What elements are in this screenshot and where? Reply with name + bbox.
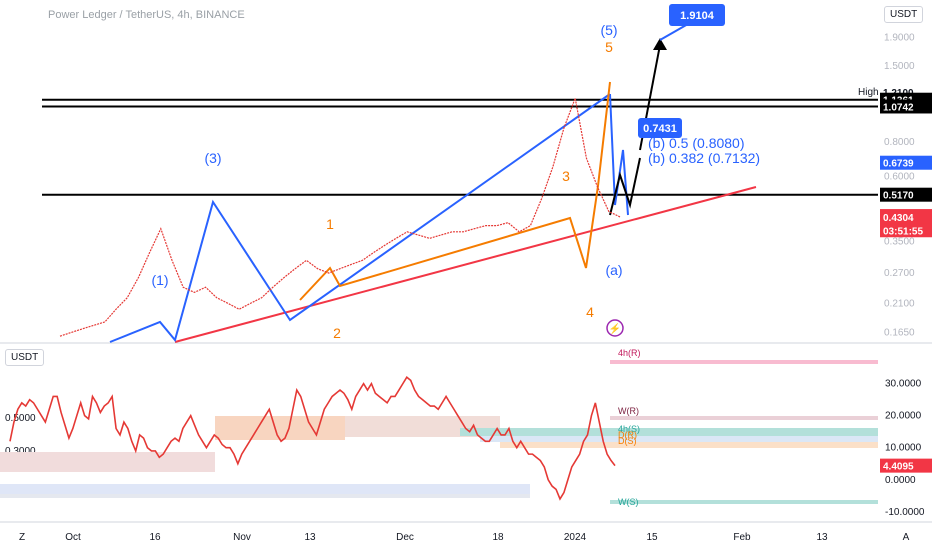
wave-label: (3) <box>204 150 221 166</box>
support-trendline <box>174 186 757 343</box>
auto-scale-icon: A <box>903 532 910 543</box>
target-callout-text: 1.9104 <box>680 10 715 22</box>
level-label: D(S) <box>618 436 637 446</box>
price-tick-label: 0.3500 <box>884 237 915 248</box>
price-series <box>59 96 621 337</box>
time-tick-label: Oct <box>65 532 81 543</box>
indicator-tick-label: 20.0000 <box>885 411 922 422</box>
lightning-icon <box>606 319 624 337</box>
zoom-icon: Z <box>19 532 25 543</box>
level-band <box>500 442 878 448</box>
price-label-text: 0.4304 <box>883 213 914 224</box>
time-tick-label: Feb <box>733 532 751 543</box>
wave-b-projection <box>609 93 629 216</box>
time-tick-label: 18 <box>492 532 504 543</box>
price-label-box <box>880 209 932 224</box>
level-label: D(R) <box>618 430 637 440</box>
level-label: 4h(R) <box>618 348 641 358</box>
price-label-text: 03:51:55 <box>883 226 923 237</box>
time-tick-label: 15 <box>646 532 658 543</box>
price-label-text: 0.5170 <box>883 191 914 202</box>
price-tick-label: 0.1650 <box>884 327 915 338</box>
target-callout-box <box>669 4 725 26</box>
target-callout-box <box>638 118 682 138</box>
price-tick-label: 0.6000 <box>884 172 915 183</box>
projection-path <box>609 157 641 216</box>
level-band <box>0 452 215 472</box>
lightning-glyph: ⚡ <box>609 322 621 335</box>
wave-label: (b) 0.5 (0.8080) <box>648 135 745 151</box>
indicator-tick-label: -10.0000 <box>885 507 925 518</box>
price-label-text: 1.0742 <box>883 102 914 113</box>
indicator-last-value-box <box>880 458 932 473</box>
level-band <box>0 494 530 498</box>
wave-label: 5 <box>605 39 613 55</box>
level-band <box>480 436 878 442</box>
elliott-wave-orange <box>299 81 611 301</box>
level-band <box>610 500 878 504</box>
wave-label: (1) <box>151 272 168 288</box>
wave-label: (a) <box>605 262 622 278</box>
level-band <box>610 416 878 420</box>
wave-label: 1 <box>326 216 334 232</box>
level-band <box>610 360 878 364</box>
level-band <box>0 484 530 494</box>
price-label-box <box>880 187 932 202</box>
time-tick-label: 13 <box>816 532 828 543</box>
chart-title: Power Ledger / TetherUS, 4h, BINANCE <box>48 9 245 21</box>
price-tick-label: 0.2100 <box>884 298 915 309</box>
time-tick-label: 16 <box>149 532 161 543</box>
time-tick-label: Nov <box>233 532 251 543</box>
price-tick-label: 1.5000 <box>884 61 915 72</box>
indicator-tick-label: 30.0000 <box>885 379 922 390</box>
level-label: 4h(S) <box>618 424 640 434</box>
level-label: W(S) <box>618 497 639 507</box>
indicator-left-tick: 0.5000 <box>5 413 36 424</box>
price-unit-button[interactable]: USDT <box>884 6 924 23</box>
price-tick-label: 1.9000 <box>884 33 915 44</box>
wave-label: (b) 0.382 (0.7132) <box>648 150 760 166</box>
arrow-head <box>653 38 667 50</box>
wave-label: 2 <box>333 325 341 341</box>
time-tick-label: 2024 <box>564 532 587 543</box>
price-label-box <box>880 99 932 114</box>
target-callout-text: 0.7431 <box>643 123 677 135</box>
elliott-wave-blue <box>109 93 611 343</box>
wave-label: 3 <box>562 168 570 184</box>
indicator-left-tick: 0.3000 <box>5 446 36 457</box>
indicator-last-value-text: 4.4095 <box>883 462 914 473</box>
wave-label: 4 <box>586 304 594 320</box>
price-tick-label: 0.8000 <box>884 137 915 148</box>
price-label-text: 0.6739 <box>883 159 914 170</box>
indicator-series <box>9 376 616 501</box>
indicator-tick-label: 0.0000 <box>885 475 916 486</box>
time-tick-label: Dec <box>396 532 414 543</box>
price-label-box <box>880 155 932 170</box>
indicator-tick-label: 10.0000 <box>885 443 922 454</box>
price-tick-label: 0.2700 <box>884 268 915 279</box>
time-tick-label: 13 <box>304 532 316 543</box>
wave-label: (5) <box>600 22 617 38</box>
level-label: W(R) <box>618 406 639 416</box>
high-label: High <box>858 87 879 98</box>
level-band <box>215 416 345 440</box>
indicator-unit-label: USDT <box>5 349 45 366</box>
price-label-box <box>880 223 932 238</box>
level-band <box>460 428 878 436</box>
